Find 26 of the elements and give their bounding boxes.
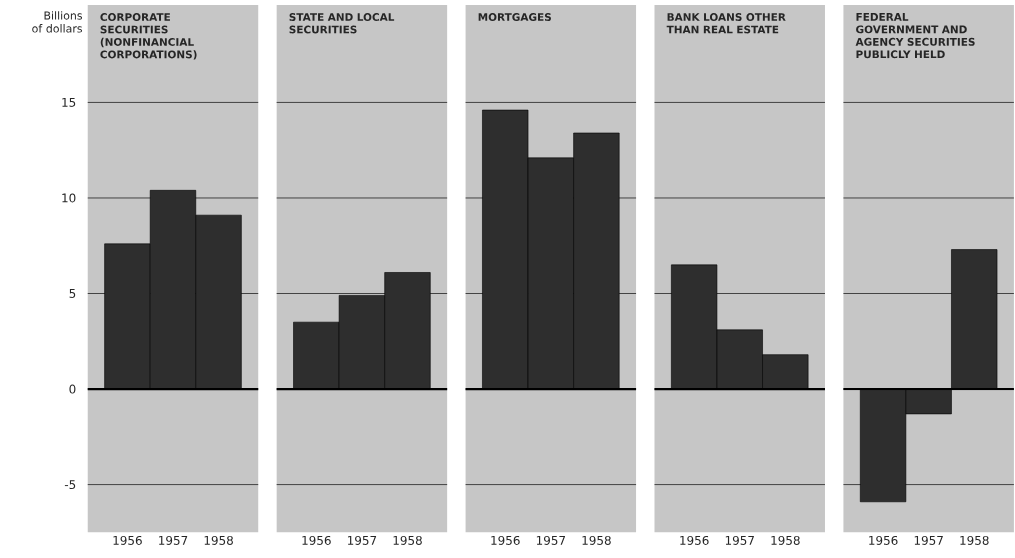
y-tick-label: 15 — [62, 97, 76, 107]
x-tick-label: 1958 — [204, 535, 233, 545]
text: MORTGAGES — [478, 12, 551, 21]
x-tick-label: 1956 — [491, 535, 520, 545]
x-tick-label: 1957 — [159, 535, 188, 545]
x-tick-label: 1956 — [680, 535, 709, 545]
text: STATE AND LOCAL SECURITIES — [289, 12, 395, 34]
x-tick-label: 1956 — [869, 535, 898, 545]
y-tick-label: -5 — [64, 480, 76, 489]
x-tick-label: 1957 — [914, 535, 943, 545]
x-tick-label: 1958 — [393, 535, 422, 545]
y-tick-label: 10 — [62, 193, 76, 203]
x-tick-label: 1958 — [960, 535, 989, 545]
x-tick-label: 1956 — [302, 535, 331, 545]
x-tick-label: 1957 — [725, 535, 754, 545]
x-tick-label: 1958 — [771, 535, 800, 545]
y-tick-label: 5 — [69, 288, 76, 298]
text: CORPORATE SECURITIES (NONFINANCIAL CORPORATIONS) — [100, 12, 197, 60]
x-tick-label: 1957 — [347, 535, 377, 545]
text: FEDERAL GOVERNMENT AND AGENCY SECURITIES PUBLICLY HELD — [855, 12, 975, 59]
x-tick-label: 1956 — [113, 535, 142, 545]
x-tick-label: 1958 — [582, 535, 611, 545]
y-axis-title: Billions of dollars — [32, 11, 83, 33]
y-tick-label: 0 — [69, 384, 76, 394]
x-tick-label: 1957 — [536, 535, 566, 545]
text: BANK LOANS OTHER THAN REAL ESTATE — [666, 12, 786, 34]
